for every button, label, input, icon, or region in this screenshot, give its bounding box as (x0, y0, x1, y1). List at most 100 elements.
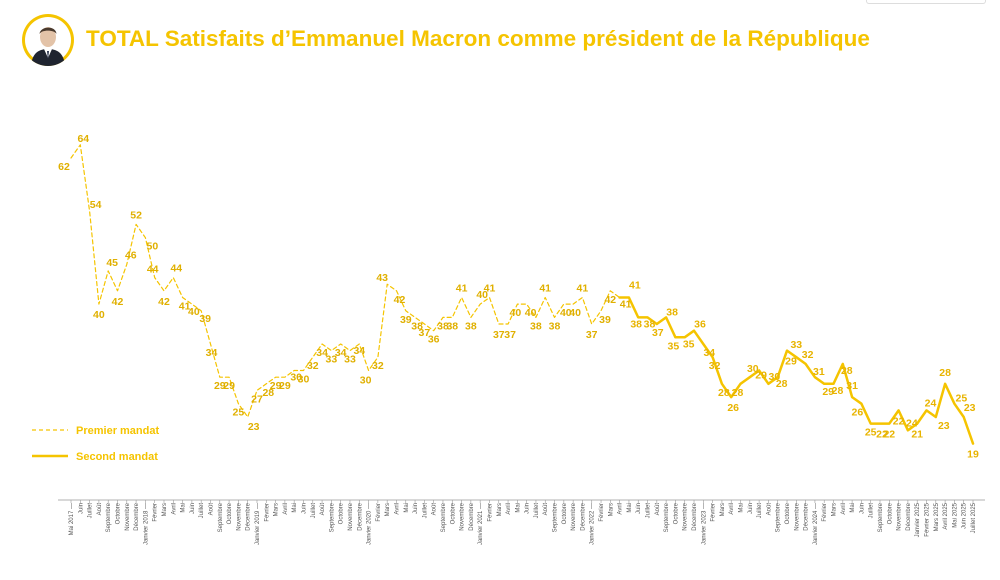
data-label: 40 (93, 309, 105, 321)
data-label: 23 (964, 402, 976, 414)
data-label: 34 (206, 347, 218, 359)
x-tick-label: Mars (497, 503, 503, 516)
data-label: 37 (586, 329, 598, 341)
data-label: 29 (223, 380, 235, 392)
x-tick-label: Septembre (106, 502, 112, 532)
x-tick-label: Janvier 2024 — (813, 503, 819, 545)
x-tick-label: Juillet (534, 503, 540, 519)
data-label: 28 (939, 367, 951, 379)
x-tick-label: Novembre (683, 502, 689, 530)
data-label: 36 (428, 334, 440, 346)
data-label: 64 (77, 133, 89, 145)
data-label: 32 (802, 349, 814, 361)
data-label: 30 (298, 374, 310, 386)
data-label: 30 (769, 371, 781, 383)
data-label: 21 (911, 429, 923, 441)
data-label: 42 (394, 294, 406, 306)
data-label: 45 (106, 257, 118, 269)
x-tick-label: Novembre (125, 502, 131, 530)
data-label: 43 (376, 272, 388, 284)
x-tick-label: Avril (506, 503, 512, 515)
x-tick-label: Décembre (580, 502, 586, 530)
x-tick-label: Février (822, 503, 828, 522)
data-label: 42 (112, 296, 124, 308)
data-label: 39 (400, 314, 412, 326)
data-label: 22 (893, 415, 905, 427)
data-label: 23 (248, 421, 260, 433)
data-label: 28 (732, 387, 744, 399)
x-tick-label: Mai (515, 503, 521, 513)
data-label: 28 (832, 385, 844, 397)
data-label: 36 (694, 319, 706, 331)
x-tick-label: Février (488, 503, 494, 522)
data-label: 29 (822, 386, 834, 398)
chart-title: TOTAL Satisfaits d’Emmanuel Macron comme… (86, 26, 870, 51)
x-tick-label: Mars (720, 503, 726, 516)
data-label: 37 (493, 329, 505, 341)
data-label: 30 (360, 375, 372, 387)
x-tick-label: Août (766, 503, 772, 516)
data-label: 19 (967, 449, 979, 461)
data-label: 31 (846, 380, 858, 392)
data-label: 26 (852, 407, 864, 419)
data-label: 37 (504, 329, 516, 341)
x-tick-label: Février (264, 503, 270, 522)
data-label: 35 (683, 338, 695, 350)
x-tick-label: Mai (850, 503, 856, 513)
data-label: 38 (437, 320, 449, 332)
data-label: 23 (938, 420, 950, 432)
x-tick-label: Décembre (246, 502, 252, 530)
x-tick-label: Juillet (199, 503, 205, 519)
x-tick-label: Novembre (794, 502, 800, 530)
data-label: 40 (569, 307, 581, 319)
data-label: 40 (188, 306, 200, 318)
data-label: 62 (58, 161, 70, 173)
data-label: 27 (251, 393, 263, 405)
data-label: 31 (813, 366, 825, 378)
data-label: 34 (353, 345, 365, 357)
x-tick-label: Octobre (785, 502, 791, 524)
data-label: 37 (419, 327, 431, 339)
data-label: 25 (233, 407, 245, 419)
data-label: 32 (372, 360, 384, 372)
data-label: 22 (876, 429, 888, 441)
data-label: 41 (456, 283, 468, 295)
x-tick-label: Juin (302, 503, 308, 514)
x-tick-label: Septembre (218, 502, 224, 532)
x-tick-label: Septembre (878, 502, 884, 532)
x-tick-label: Mai (181, 503, 187, 513)
x-tick-label: Novembre (348, 502, 354, 530)
x-tick-label: Décembre (804, 502, 810, 530)
x-tick-label: Avril (283, 503, 289, 515)
x-tick-label: Novembre (897, 502, 903, 530)
data-label: 40 (476, 289, 488, 301)
x-tick-label: Janvier 2021 — (478, 503, 484, 545)
data-label: 39 (599, 314, 611, 326)
x-tick-label: Mai 2025 (952, 502, 958, 527)
top-right-frame (866, 0, 986, 4)
x-tick-label: Juillet (869, 503, 875, 519)
data-label: 40 (510, 307, 522, 319)
data-label: 33 (790, 339, 802, 351)
data-label: 28 (776, 378, 788, 390)
x-tick-label: Avril (395, 503, 401, 515)
x-tick-label: Octobre (673, 502, 679, 524)
data-label: 38 (411, 320, 423, 332)
x-tick-label: Août (320, 503, 326, 516)
data-label: 38 (446, 320, 458, 332)
x-tick-label: Avril (171, 503, 177, 515)
x-tick-label: Août (655, 503, 661, 516)
data-label: 40 (525, 307, 537, 319)
x-tick-label: Juillet 2025 (971, 502, 977, 533)
data-label: 38 (465, 320, 477, 332)
x-tick-label: Janvier 2025 (915, 502, 921, 537)
data-label: 28 (718, 387, 730, 399)
x-tick-label: Octobre (116, 502, 122, 524)
x-tick-label: Septembre (553, 502, 559, 532)
series-line-first-mandate (70, 144, 621, 418)
x-tick-label: Avril 2025 (943, 502, 949, 529)
x-tick-label: Janvier 2019 — (255, 503, 261, 545)
x-tick-label: Janvier 2023 — (701, 503, 707, 545)
x-tick-label: Mars (274, 503, 280, 516)
